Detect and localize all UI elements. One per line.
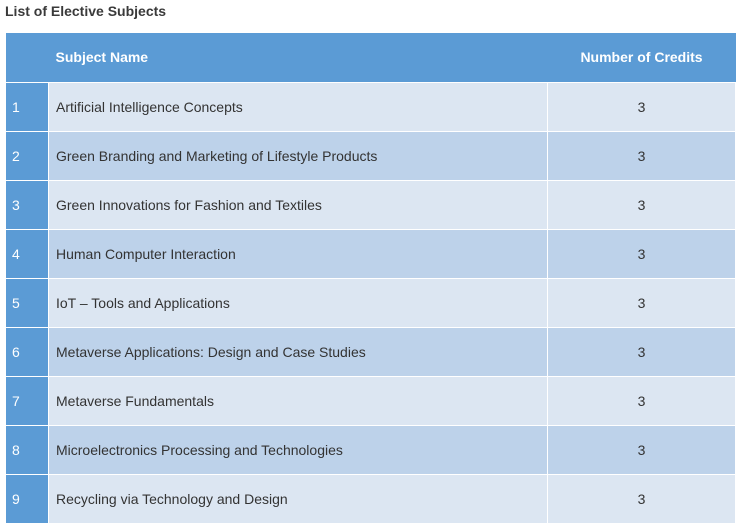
table-row: 7 Metaverse Fundamentals 3 (5, 375, 736, 426)
row-number: 1 (5, 81, 49, 132)
table-row: 8 Microelectronics Processing and Techno… (5, 424, 736, 475)
table-row: 3 Green Innovations for Fashion and Text… (5, 179, 736, 230)
subject-name: Artificial Intelligence Concepts (48, 81, 548, 132)
subject-name: Metaverse Applications: Design and Case … (48, 326, 548, 377)
credits-header: Number of Credits (580, 49, 703, 66)
row-number: 2 (5, 130, 49, 181)
row-number: 9 (5, 473, 49, 524)
table-row: 5 IoT – Tools and Applications 3 (5, 277, 736, 328)
subject-name: IoT – Tools and Applications (48, 277, 548, 328)
subject-name: Recycling via Technology and Design (48, 473, 548, 524)
row-number: 5 (5, 277, 49, 328)
subject-name: Metaverse Fundamentals (48, 375, 548, 426)
row-number: 4 (5, 228, 49, 279)
row-number: 6 (5, 326, 49, 377)
credits-value: 3 (547, 473, 736, 524)
subject-name: Green Branding and Marketing of Lifestyl… (48, 130, 548, 181)
table-row: 6 Metaverse Applications: Design and Cas… (5, 326, 736, 377)
row-number: 3 (5, 179, 49, 230)
row-number: 7 (5, 375, 49, 426)
subject-name: Human Computer Interaction (48, 228, 548, 279)
table-row: 1 Artificial Intelligence Concepts 3 (5, 81, 736, 132)
credits-value: 3 (547, 277, 736, 328)
credits-value: 3 (547, 375, 736, 426)
page-title: List of Elective Subjects (5, 3, 167, 19)
credits-value: 3 (547, 326, 736, 377)
table-row: 2 Green Branding and Marketing of Lifest… (5, 130, 736, 181)
subject-name-header: Subject Name (55, 49, 149, 66)
elective-subjects-table: Subject Name Number of Credits 1 Artific… (5, 33, 736, 524)
table-header-row: Subject Name Number of Credits (5, 33, 736, 82)
table-row: 9 Recycling via Technology and Design 3 (5, 473, 736, 524)
row-number-header (6, 33, 49, 82)
credits-value: 3 (547, 424, 736, 475)
credits-value: 3 (547, 81, 736, 132)
subject-name: Green Innovations for Fashion and Textil… (48, 179, 548, 230)
table-row: 4 Human Computer Interaction 3 (5, 228, 736, 279)
subject-name: Microelectronics Processing and Technolo… (48, 424, 548, 475)
row-number: 8 (5, 424, 49, 475)
credits-value: 3 (547, 179, 736, 230)
credits-value: 3 (547, 130, 736, 181)
credits-value: 3 (547, 228, 736, 279)
